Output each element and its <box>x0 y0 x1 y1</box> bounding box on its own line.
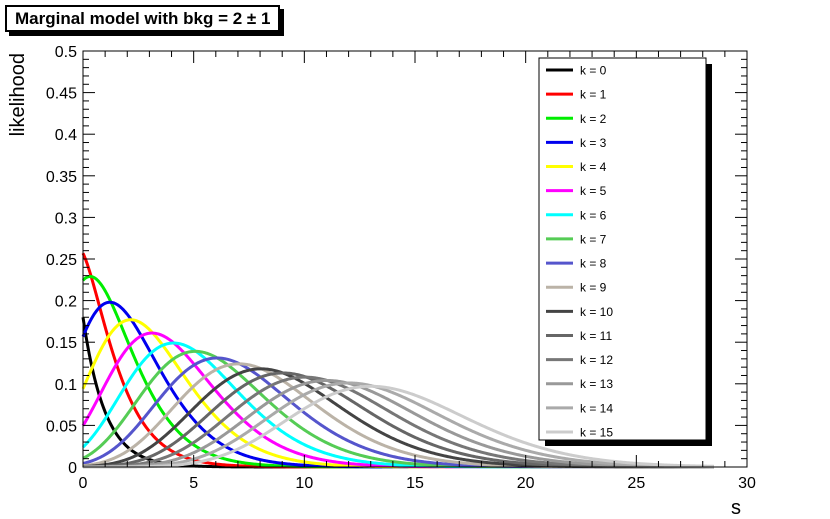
legend-label: k = 4 <box>580 160 607 174</box>
y-tick-label: 0.4 <box>55 127 77 144</box>
y-tick-label: 0.25 <box>46 252 77 269</box>
y-tick-label: 0.1 <box>55 377 77 394</box>
y-axis-title: likelihood <box>7 53 29 136</box>
legend-label: k = 10 <box>580 305 613 319</box>
x-axis-title: s <box>731 497 741 519</box>
legend-label: k = 6 <box>580 208 607 222</box>
legend-box <box>538 57 707 441</box>
legend-label: k = 15 <box>580 426 613 440</box>
legend-label: k = 9 <box>580 281 607 295</box>
legend-label: k = 1 <box>580 88 607 102</box>
ticks-group: 0 5 10 15 20 25 30 0 0.05 0.1 0.15 0.2 0.25 0.3 0.35 0.… <box>46 44 756 492</box>
x-tick-label: 20 <box>517 475 535 492</box>
y-tick-label: 0.2 <box>55 294 77 311</box>
x-tick-label: 10 <box>295 475 313 492</box>
y-tick-label: 0.45 <box>46 86 77 103</box>
y-tick-label: 0 <box>68 460 77 477</box>
legend-label: k = 11 <box>580 329 612 343</box>
y-tick-label: 0.05 <box>46 418 77 435</box>
legend-label: k = 3 <box>580 136 607 150</box>
legend-label: k = 13 <box>580 377 613 391</box>
legend-label: k = 12 <box>580 353 613 367</box>
x-tick-label: 30 <box>738 475 756 492</box>
x-tick-label: 15 <box>406 475 424 492</box>
y-tick-label: 0.5 <box>55 44 77 61</box>
legend-label: k = 8 <box>580 257 607 271</box>
series-line-k13 <box>82 378 715 469</box>
chart-title: Marginal model with bkg = 2 ± 1 <box>5 5 281 32</box>
x-tick-label: 5 <box>189 475 198 492</box>
legend-label: k = 7 <box>580 232 607 246</box>
series-line-k15 <box>82 384 715 469</box>
y-tick-label: 0.3 <box>55 210 77 227</box>
y-tick-label: 0.35 <box>46 169 77 186</box>
legend-label: k = 5 <box>580 184 607 198</box>
y-tick-label: 0.15 <box>46 335 77 352</box>
series-line-k14 <box>82 381 715 469</box>
legend-label: k = 14 <box>580 401 613 415</box>
x-tick-label: 0 <box>79 475 88 492</box>
legend: k = 0 k = 1 k = 2 k = 3 k = 4 k = 5 k = 6 k = 7… <box>538 57 712 446</box>
legend-label: k = 2 <box>580 112 607 126</box>
legend-label: k = 0 <box>580 64 607 78</box>
x-tick-label: 25 <box>627 475 645 492</box>
